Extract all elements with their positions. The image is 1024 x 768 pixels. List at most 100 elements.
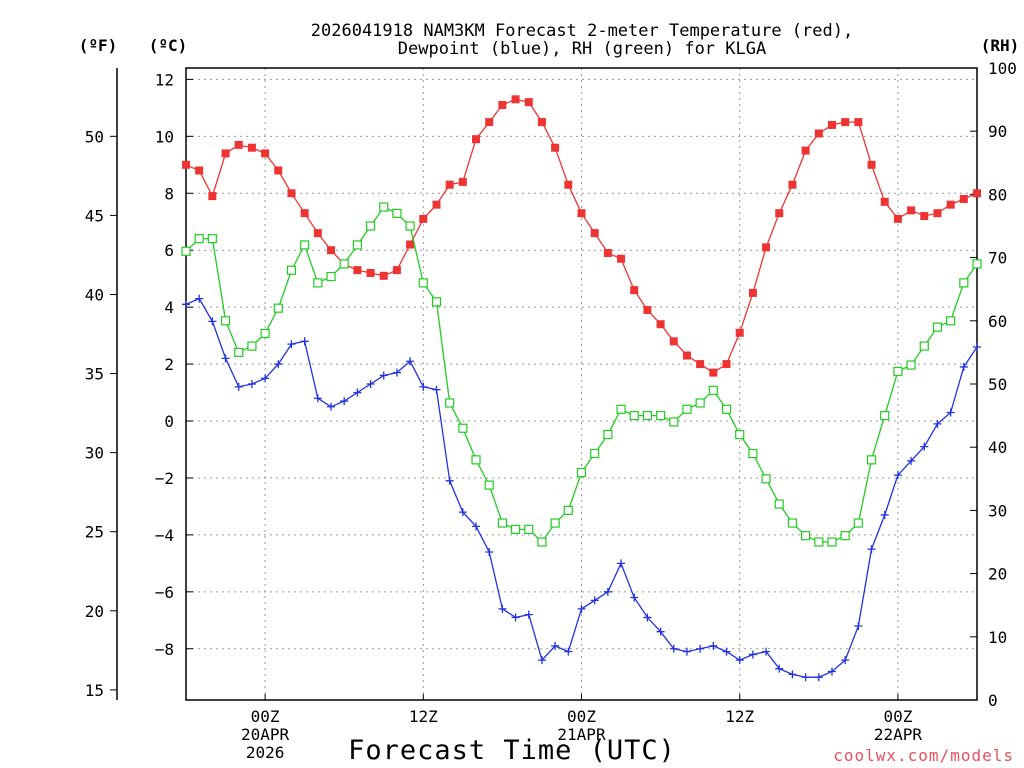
dewpoint-point <box>379 371 388 380</box>
2-meter-temperature-point <box>234 140 243 149</box>
dewpoint-point <box>603 587 612 596</box>
rh-point <box>695 398 705 408</box>
fahrenheit-tick-label: 25 <box>85 523 104 542</box>
rh-point <box>194 234 204 244</box>
2-meter-temperature-point <box>366 268 375 277</box>
2-meter-temperature-point <box>748 288 757 297</box>
2-meter-temperature-point <box>577 209 586 218</box>
rh-point <box>524 524 534 534</box>
dewpoint-point <box>247 380 256 388</box>
2-meter-temperature-point <box>524 98 533 107</box>
2-meter-temperature-point <box>656 320 665 329</box>
dewpoint-point <box>313 394 322 403</box>
rh-series <box>181 202 982 547</box>
2-meter-temperature-point <box>353 266 362 275</box>
rh-point <box>550 518 560 528</box>
dewpoint-point <box>327 402 336 411</box>
rh-point <box>326 271 336 282</box>
fahrenheit-tick-label: 50 <box>85 127 104 146</box>
dewpoint-point <box>537 656 546 665</box>
dewpoint-point <box>643 613 652 622</box>
dewpoint-point <box>551 641 560 650</box>
2-meter-temperature-point <box>419 214 428 223</box>
2-meter-temperature-point <box>643 305 652 314</box>
dewpoint-point <box>696 644 705 653</box>
rh-point <box>484 480 494 490</box>
2-meter-temperature-point <box>261 149 270 158</box>
celsius-tick-label: 10 <box>155 127 174 146</box>
dewpoint-point <box>841 656 850 665</box>
2-meter-temperature-point <box>617 254 626 263</box>
rh-point <box>471 455 481 465</box>
dewpoint-point <box>300 337 309 346</box>
rh-tick-label: 70 <box>988 249 1007 268</box>
2-meter-temperature-point <box>313 229 322 238</box>
dewpoint-point <box>577 604 586 613</box>
rh-point <box>642 411 653 421</box>
fahrenheit-tick-label: 45 <box>85 206 104 225</box>
credit-watermark: coolwx.com/models <box>833 746 1014 765</box>
2-meter-temperature-point <box>472 135 481 144</box>
rh-tick-label: 30 <box>988 501 1007 520</box>
dewpoint-point <box>208 317 217 326</box>
2-meter-temperature-point <box>841 118 850 127</box>
rh-point <box>510 524 521 534</box>
fahrenheit-tick-label: 40 <box>85 285 104 304</box>
rh-point <box>352 240 362 250</box>
2-meter-temperature-point <box>195 166 204 175</box>
rh-point <box>497 518 507 528</box>
2-meter-temperature-point <box>920 212 929 221</box>
rh-point <box>273 303 283 313</box>
2-meter-temperature-point <box>946 200 955 209</box>
rh-point <box>445 398 455 408</box>
rh-tick-label: 60 <box>988 312 1007 331</box>
dewpoint-point <box>801 673 810 682</box>
celsius-tick-label: −6 <box>155 583 174 602</box>
2-meter-temperature-series <box>182 95 981 377</box>
2-meter-temperature-point <box>458 177 467 186</box>
rh-point <box>774 499 784 509</box>
2-meter-temperature-point <box>379 271 388 280</box>
data-series <box>181 95 982 682</box>
x-tick-label: 2026 <box>246 743 285 762</box>
2-meter-temperature-point <box>854 118 863 127</box>
rh-point <box>932 322 943 332</box>
celsius-tick-label: 6 <box>164 241 174 260</box>
dewpoint-point <box>762 647 771 656</box>
rh-tick-label: 80 <box>988 185 1007 204</box>
x-axis-title: Forecast Time (UTC) <box>348 735 676 766</box>
rh-tick-label: 20 <box>988 565 1007 584</box>
rh-point <box>616 404 626 414</box>
celsius-tick-label: 8 <box>164 184 174 203</box>
dewpoint-point <box>630 593 639 602</box>
rh-point <box>946 316 956 326</box>
rh-point <box>537 537 547 547</box>
2-meter-temperature-point <box>247 143 256 152</box>
rh-point <box>563 505 573 515</box>
dewpoint-point <box>485 547 494 556</box>
2-meter-temperature-point <box>498 101 507 110</box>
rh-unit-label: (RH) <box>981 36 1020 55</box>
dewpoint-point <box>867 545 876 554</box>
2-meter-temperature-point <box>973 189 981 198</box>
rh-tick-label: 0 <box>988 691 998 710</box>
x-tick-label: 20APR <box>241 725 290 744</box>
rh-tick-label: 50 <box>988 375 1007 394</box>
rh-point <box>761 474 771 484</box>
2-meter-temperature-point <box>432 200 441 209</box>
rh-point <box>959 278 969 288</box>
2-meter-temperature-point <box>827 120 836 129</box>
x-tick-label: 21APR <box>557 725 606 744</box>
celsius-tick-label: −4 <box>155 526 174 545</box>
fahrenheit-tick-label: 20 <box>85 602 104 621</box>
rh-tick-label: 10 <box>988 628 1007 647</box>
x-tick-label: 12Z <box>409 707 438 726</box>
2-meter-temperature-point <box>327 246 336 255</box>
rh-point <box>708 385 718 395</box>
fahrenheit-tick-label: 15 <box>85 681 104 700</box>
x-tick-label: 00Z <box>883 707 912 726</box>
rh-tick-label: 90 <box>988 122 1007 141</box>
2-meter-temperature-point <box>551 143 560 152</box>
